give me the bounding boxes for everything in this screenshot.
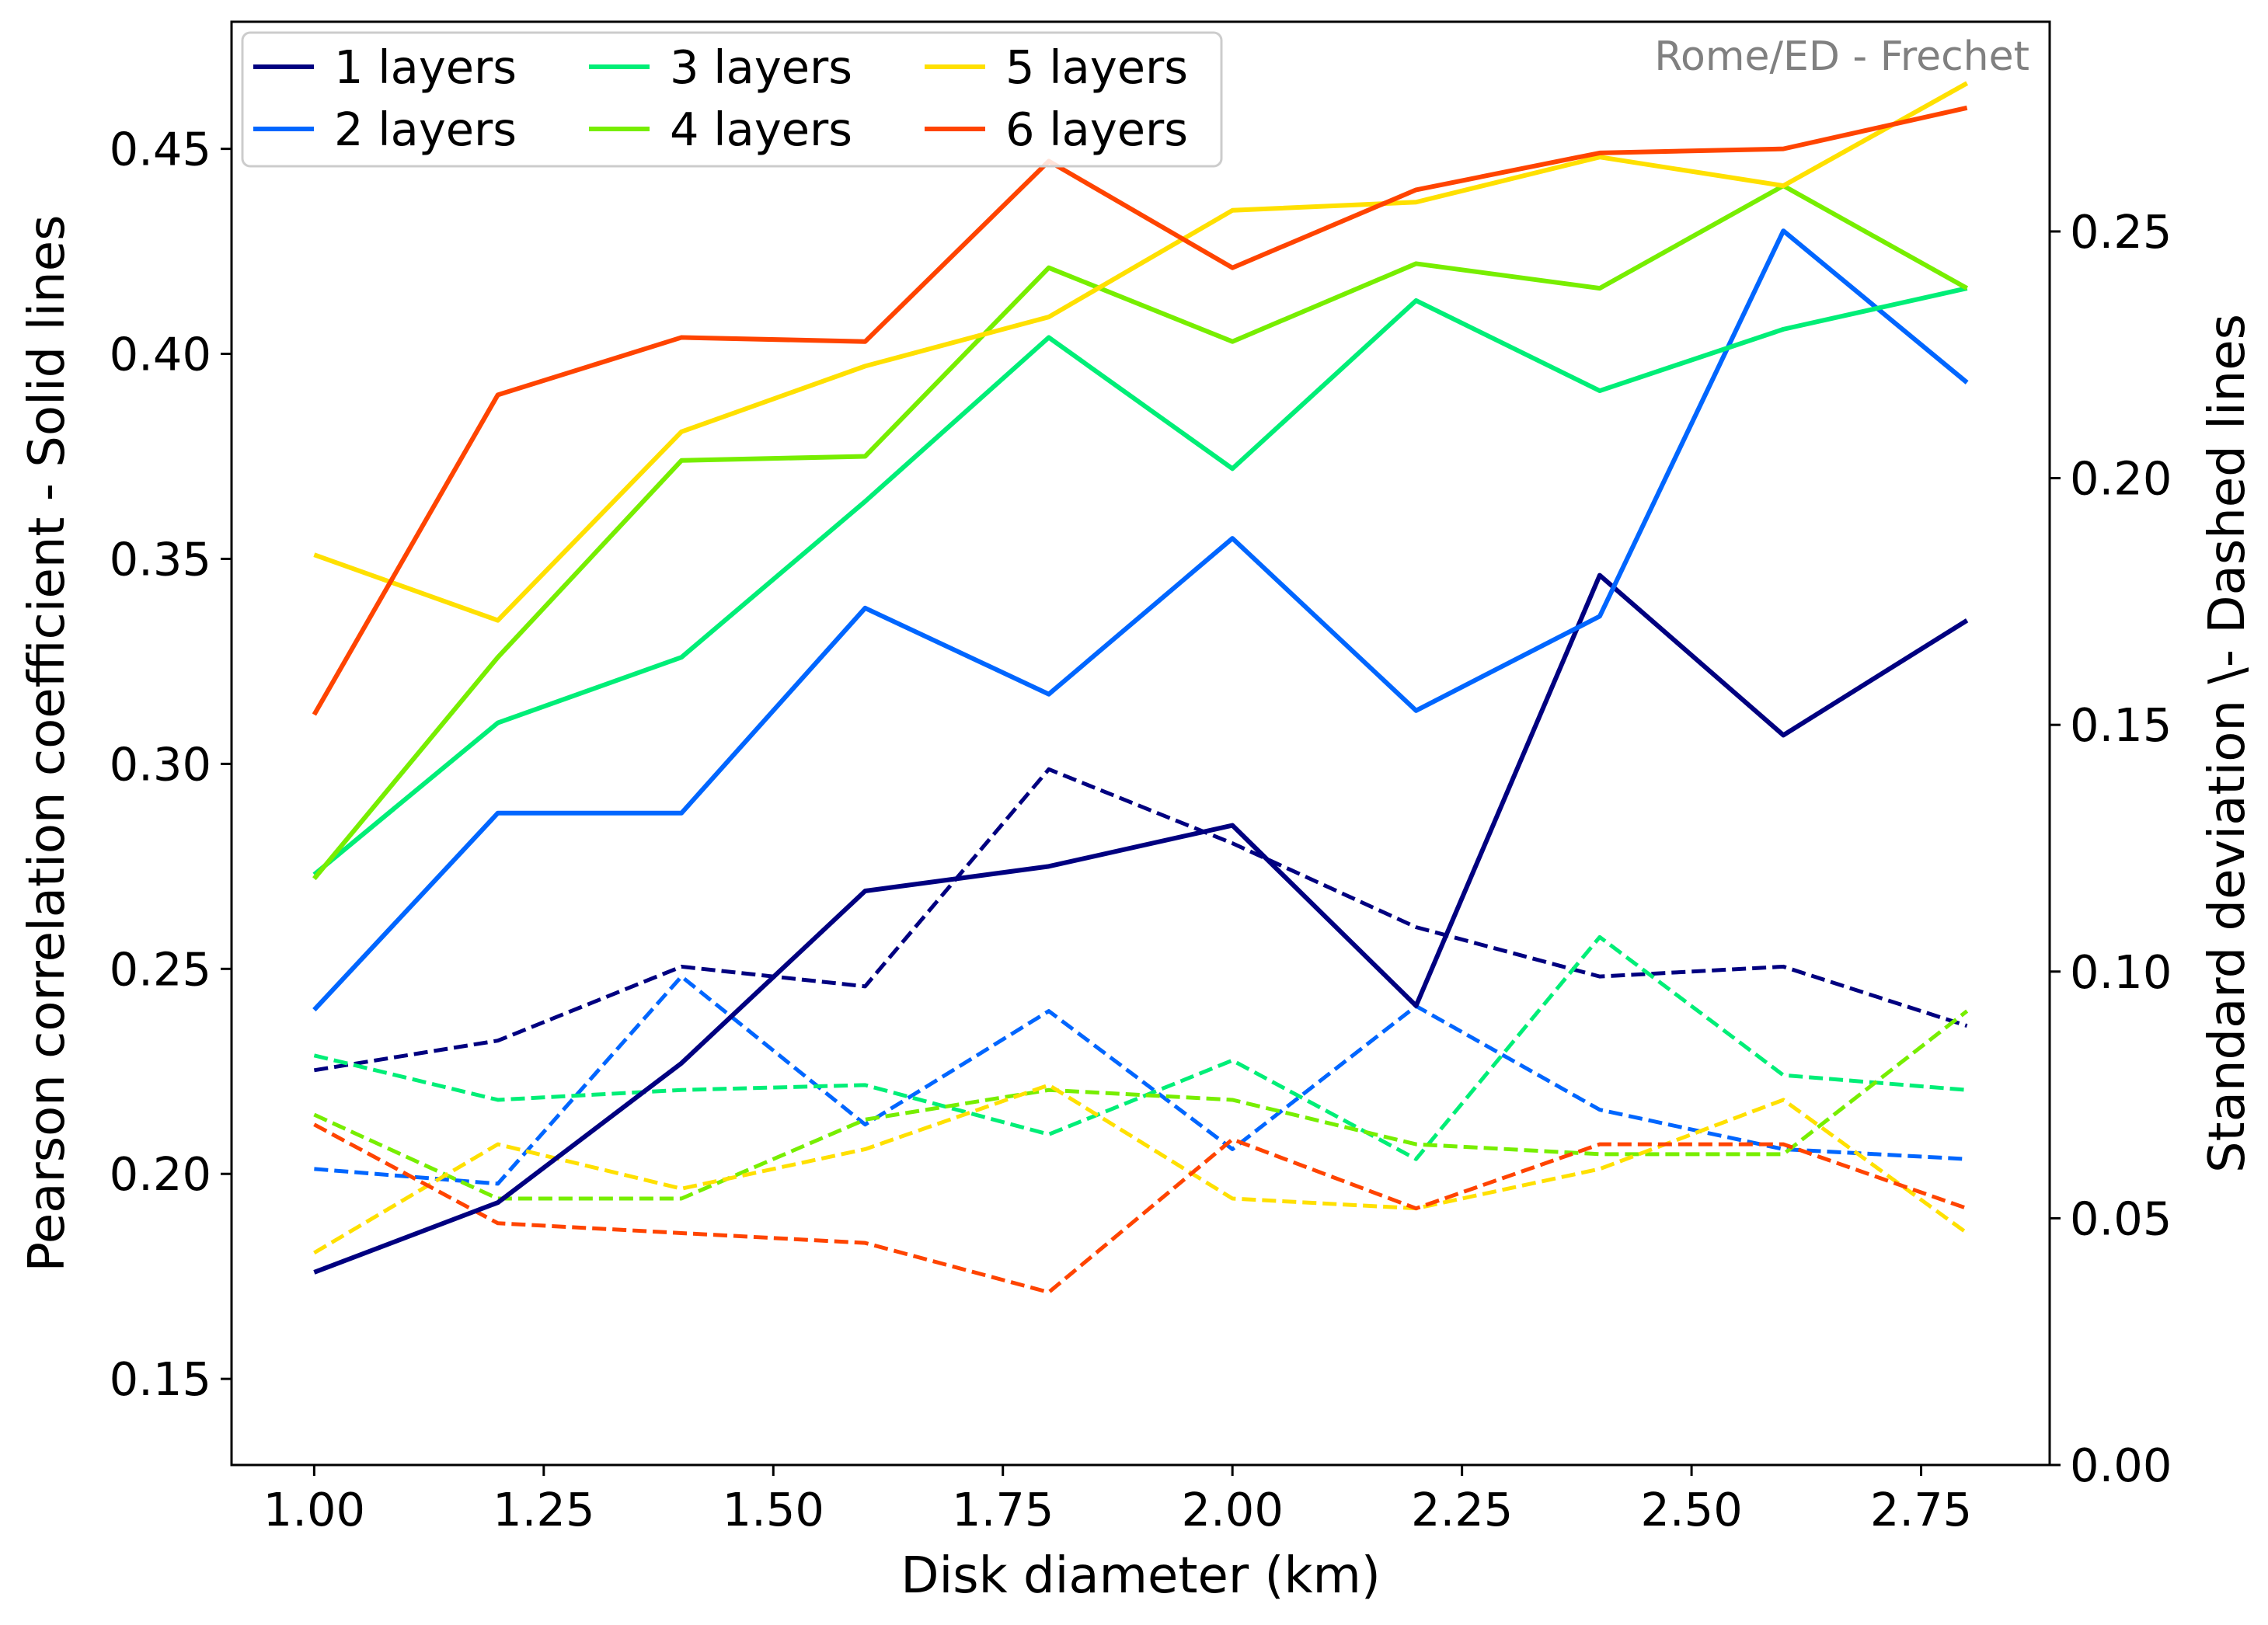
y-left-tick-label: 0.20 xyxy=(110,1147,211,1201)
x-axis: 1.00 1.25 1.50 1.75 2.00 2.25 2.50 2.75 xyxy=(263,1465,1972,1536)
y-right-tick-label: 0.10 xyxy=(2070,945,2172,999)
legend-label: 6 layers xyxy=(1005,103,1188,156)
x-tick-label: 1.00 xyxy=(263,1483,365,1536)
legend-label: 2 layers xyxy=(334,103,517,156)
x-tick-label: 2.00 xyxy=(1181,1483,1283,1536)
series-pearson-line xyxy=(313,572,1969,1275)
y-right-tick-label: 0.15 xyxy=(2070,698,2172,752)
y-left-tick-label: 0.25 xyxy=(110,942,211,996)
y-right-tick-label: 0.25 xyxy=(2070,205,2172,259)
x-tick-label: 1.75 xyxy=(952,1483,1054,1536)
y-right-axis-title: Standard deviation \- Dashed lines xyxy=(2199,314,2256,1173)
series-std-line xyxy=(313,1009,1969,1201)
y-left-tick-label: 0.30 xyxy=(110,737,211,791)
y-right-tick-label: 0.00 xyxy=(2070,1439,2172,1492)
series-pearson-line xyxy=(312,286,1968,877)
series-std-line xyxy=(313,1083,1969,1255)
y-right-axis: 0.00 0.05 0.10 0.15 0.20 0.25 xyxy=(2050,205,2172,1492)
y-left-tick-label: 0.40 xyxy=(110,328,211,381)
y-right-tick-label: 0.20 xyxy=(2070,452,2172,506)
series-std-line xyxy=(313,1122,1968,1295)
x-tick-label: 2.75 xyxy=(1870,1483,1972,1536)
series-pearson-line xyxy=(312,228,1969,1012)
legend: 1 layers 2 layers 3 layers 4 layers 5 layers… xyxy=(241,31,1223,168)
legend-label: 5 layers xyxy=(1005,40,1188,94)
legend-label: 4 layers xyxy=(670,103,852,156)
y-right-tick-label: 0.05 xyxy=(2070,1192,2172,1245)
legend-label: 1 layers xyxy=(334,40,517,94)
series-std-line xyxy=(313,934,1967,1161)
series-pearson-line xyxy=(312,183,1969,881)
y-left-axis-title: Pearson correlation coefficient - Solid … xyxy=(19,215,76,1272)
y-left-axis: 0.15 0.20 0.25 0.30 0.35 0.40 0.45 xyxy=(110,123,232,1406)
x-axis-title: Disk diameter (km) xyxy=(901,1547,1381,1605)
x-tick-label: 1.25 xyxy=(493,1483,594,1536)
y-left-tick-label: 0.45 xyxy=(110,123,211,176)
x-tick-label: 2.50 xyxy=(1640,1483,1742,1536)
y-left-tick-label: 0.35 xyxy=(110,532,211,586)
x-tick-label: 2.25 xyxy=(1411,1483,1513,1536)
series-pearson-line xyxy=(313,81,1969,623)
y-left-tick-label: 0.15 xyxy=(110,1352,211,1406)
x-tick-label: 1.50 xyxy=(723,1483,824,1536)
series-std-line xyxy=(314,974,1967,1186)
plot-frame xyxy=(230,20,2051,1467)
legend-label: 3 layers xyxy=(670,40,852,94)
series-pearson-line xyxy=(312,105,1968,716)
plot-area xyxy=(312,81,1969,1295)
series-std-line xyxy=(313,767,1968,1073)
chart-annotation: Rome/ED - Frechet xyxy=(1654,33,2029,80)
